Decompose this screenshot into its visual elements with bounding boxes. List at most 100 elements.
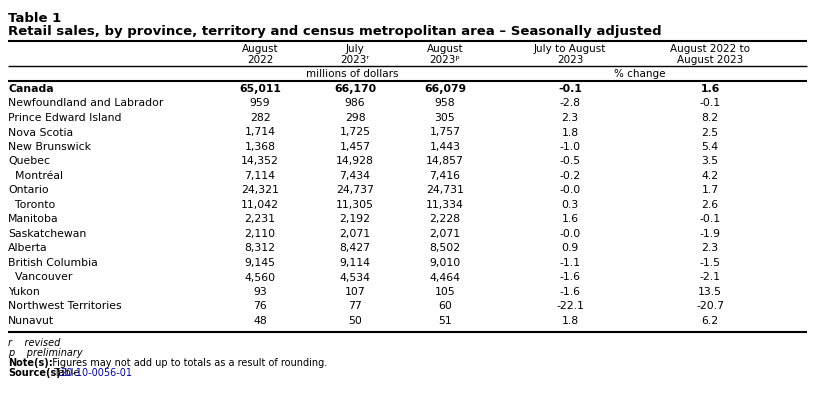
Text: 4,464: 4,464 xyxy=(430,272,460,282)
Text: 4.2: 4.2 xyxy=(702,170,719,180)
Text: 8,502: 8,502 xyxy=(430,243,460,253)
Text: 2,110: 2,110 xyxy=(244,229,275,239)
Text: 4,560: 4,560 xyxy=(244,272,275,282)
Text: 2,071: 2,071 xyxy=(430,229,460,239)
Text: 11,305: 11,305 xyxy=(336,200,374,209)
Text: 2,228: 2,228 xyxy=(430,214,460,224)
Text: Quebec: Quebec xyxy=(8,156,50,166)
Text: 14,928: 14,928 xyxy=(336,156,374,166)
Text: Saskatchewan: Saskatchewan xyxy=(8,229,86,239)
Text: 1,725: 1,725 xyxy=(340,127,371,137)
Text: August 2022 to: August 2022 to xyxy=(670,44,750,54)
Text: -22.1: -22.1 xyxy=(556,301,584,311)
Text: 1.6: 1.6 xyxy=(700,84,720,94)
Text: 2,192: 2,192 xyxy=(340,214,371,224)
Text: 1.7: 1.7 xyxy=(702,185,719,195)
Text: -1.9: -1.9 xyxy=(699,229,720,239)
Text: 14,352: 14,352 xyxy=(241,156,279,166)
Text: % change: % change xyxy=(615,69,666,79)
Text: 4,534: 4,534 xyxy=(340,272,371,282)
Text: -1.1: -1.1 xyxy=(560,257,580,267)
Text: Toronto: Toronto xyxy=(8,200,55,209)
Text: 2022: 2022 xyxy=(247,55,273,65)
Text: 11,042: 11,042 xyxy=(241,200,279,209)
Text: Nova Scotia: Nova Scotia xyxy=(8,127,73,137)
Text: -1.5: -1.5 xyxy=(699,257,720,267)
Text: 305: 305 xyxy=(434,113,456,123)
Text: -0.1: -0.1 xyxy=(699,98,720,108)
Text: Ontario: Ontario xyxy=(8,185,49,195)
Text: 20-10-0056-01: 20-10-0056-01 xyxy=(60,368,132,378)
Text: -1.0: -1.0 xyxy=(559,142,580,152)
Text: 24,737: 24,737 xyxy=(336,185,374,195)
Text: 105: 105 xyxy=(434,286,456,296)
Text: 77: 77 xyxy=(348,301,362,311)
Text: Alberta: Alberta xyxy=(8,243,47,253)
Text: 282: 282 xyxy=(249,113,271,123)
Text: 1.8: 1.8 xyxy=(562,315,579,325)
Text: 76: 76 xyxy=(253,301,267,311)
Text: -0.5: -0.5 xyxy=(559,156,580,166)
Text: -0.2: -0.2 xyxy=(559,170,580,180)
Text: 93: 93 xyxy=(253,286,267,296)
Text: .: . xyxy=(122,368,125,378)
Text: p    preliminary: p preliminary xyxy=(8,348,82,358)
Text: August 2023: August 2023 xyxy=(677,55,743,65)
Text: 8.2: 8.2 xyxy=(702,113,719,123)
Text: Northwest Territories: Northwest Territories xyxy=(8,301,121,311)
Text: July: July xyxy=(346,44,364,54)
Text: Note(s):: Note(s): xyxy=(8,358,53,368)
Text: Vancouver: Vancouver xyxy=(8,272,73,282)
Text: 8,427: 8,427 xyxy=(340,243,371,253)
Text: Nunavut: Nunavut xyxy=(8,315,54,325)
Text: 1,443: 1,443 xyxy=(430,142,460,152)
Text: -0.1: -0.1 xyxy=(699,214,720,224)
Text: Retail sales, by province, territory and census metropolitan area – Seasonally a: Retail sales, by province, territory and… xyxy=(8,25,662,38)
Text: 1,368: 1,368 xyxy=(244,142,275,152)
Text: Prince Edward Island: Prince Edward Island xyxy=(8,113,121,123)
Text: 1.6: 1.6 xyxy=(562,214,579,224)
Text: 2.5: 2.5 xyxy=(702,127,719,137)
Text: -2.8: -2.8 xyxy=(560,98,580,108)
Text: 298: 298 xyxy=(345,113,365,123)
Text: 2023: 2023 xyxy=(557,55,584,65)
Text: -0.0: -0.0 xyxy=(559,229,580,239)
Text: 2023ᵖ: 2023ᵖ xyxy=(430,55,460,65)
Text: Newfoundland and Labrador: Newfoundland and Labrador xyxy=(8,98,163,108)
Text: 0.9: 0.9 xyxy=(562,243,579,253)
Text: 1.8: 1.8 xyxy=(562,127,579,137)
Text: 9,145: 9,145 xyxy=(244,257,275,267)
Text: 66,170: 66,170 xyxy=(334,84,376,94)
Text: 1,714: 1,714 xyxy=(244,127,275,137)
Text: 9,114: 9,114 xyxy=(340,257,371,267)
Text: 14,857: 14,857 xyxy=(426,156,464,166)
Text: Figures may not add up to totals as a result of rounding.: Figures may not add up to totals as a re… xyxy=(46,358,328,368)
Text: 50: 50 xyxy=(348,315,362,325)
Text: 7,416: 7,416 xyxy=(430,170,460,180)
Text: 959: 959 xyxy=(249,98,271,108)
Text: 7,114: 7,114 xyxy=(244,170,275,180)
Text: 2,231: 2,231 xyxy=(244,214,275,224)
Text: 51: 51 xyxy=(438,315,452,325)
Text: 2.3: 2.3 xyxy=(562,113,579,123)
Text: Manitoba: Manitoba xyxy=(8,214,59,224)
Text: 0.3: 0.3 xyxy=(562,200,579,209)
Text: 24,731: 24,731 xyxy=(426,185,464,195)
Text: New Brunswick: New Brunswick xyxy=(8,142,91,152)
Text: August: August xyxy=(427,44,463,54)
Text: 2.3: 2.3 xyxy=(702,243,719,253)
Text: Source(s):: Source(s): xyxy=(8,368,64,378)
Text: 5.4: 5.4 xyxy=(702,142,719,152)
Text: 13.5: 13.5 xyxy=(698,286,722,296)
Text: British Columbia: British Columbia xyxy=(8,257,98,267)
Text: 6.2: 6.2 xyxy=(702,315,719,325)
Text: 986: 986 xyxy=(345,98,365,108)
Text: 1,457: 1,457 xyxy=(340,142,371,152)
Text: -2.1: -2.1 xyxy=(699,272,720,282)
Text: 958: 958 xyxy=(434,98,456,108)
Text: 1,757: 1,757 xyxy=(430,127,460,137)
Text: 66,079: 66,079 xyxy=(424,84,466,94)
Text: 3.5: 3.5 xyxy=(702,156,719,166)
Text: 2,071: 2,071 xyxy=(339,229,371,239)
Text: 9,010: 9,010 xyxy=(430,257,460,267)
